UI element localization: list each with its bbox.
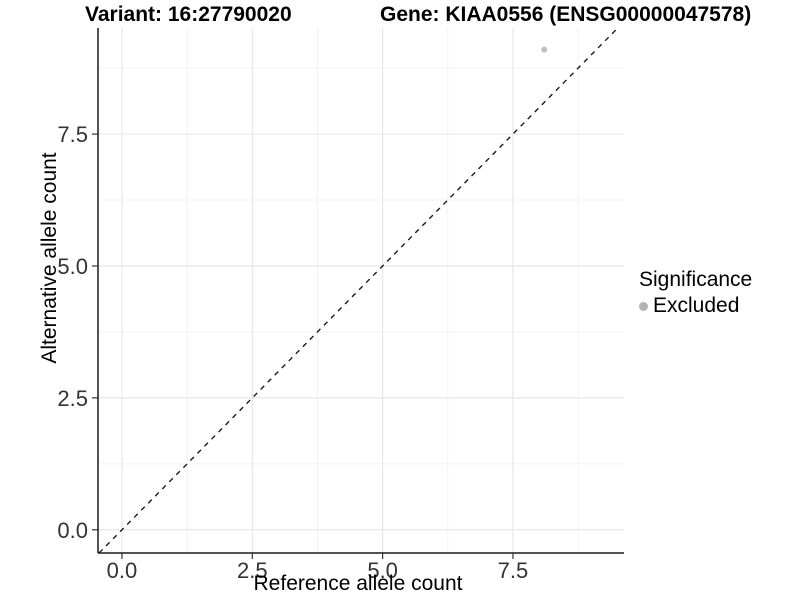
x-tick-label: 5.0 — [367, 558, 398, 583]
legend-title: Significance — [639, 268, 753, 291]
y-axis-title: Alternative allele count — [38, 152, 61, 364]
x-tick-label: 0.0 — [107, 558, 138, 583]
x-axis-title: Reference allele count — [253, 572, 463, 595]
legend-item-excluded: Excluded — [639, 294, 752, 318]
identity-line — [98, 27, 619, 554]
y-tick-label: 5.0 — [57, 254, 88, 279]
legend-key-dot — [639, 301, 648, 311]
plot-title-gene: Gene: KIAA0556 (ENSG00000047578) — [380, 3, 752, 26]
x-tick-label: 2.5 — [237, 558, 268, 583]
y-tick-label: 0.0 — [57, 518, 88, 543]
y-tick-label: 7.5 — [57, 122, 88, 147]
y-tick-label: 2.5 — [57, 386, 88, 411]
legend: Significance Excluded — [639, 268, 752, 318]
data-point — [541, 46, 548, 53]
plot-title-variant: Variant: 16:27790020 — [85, 3, 292, 26]
legend-item-label: Excluded — [653, 294, 740, 318]
x-tick-label: 7.5 — [498, 558, 529, 583]
